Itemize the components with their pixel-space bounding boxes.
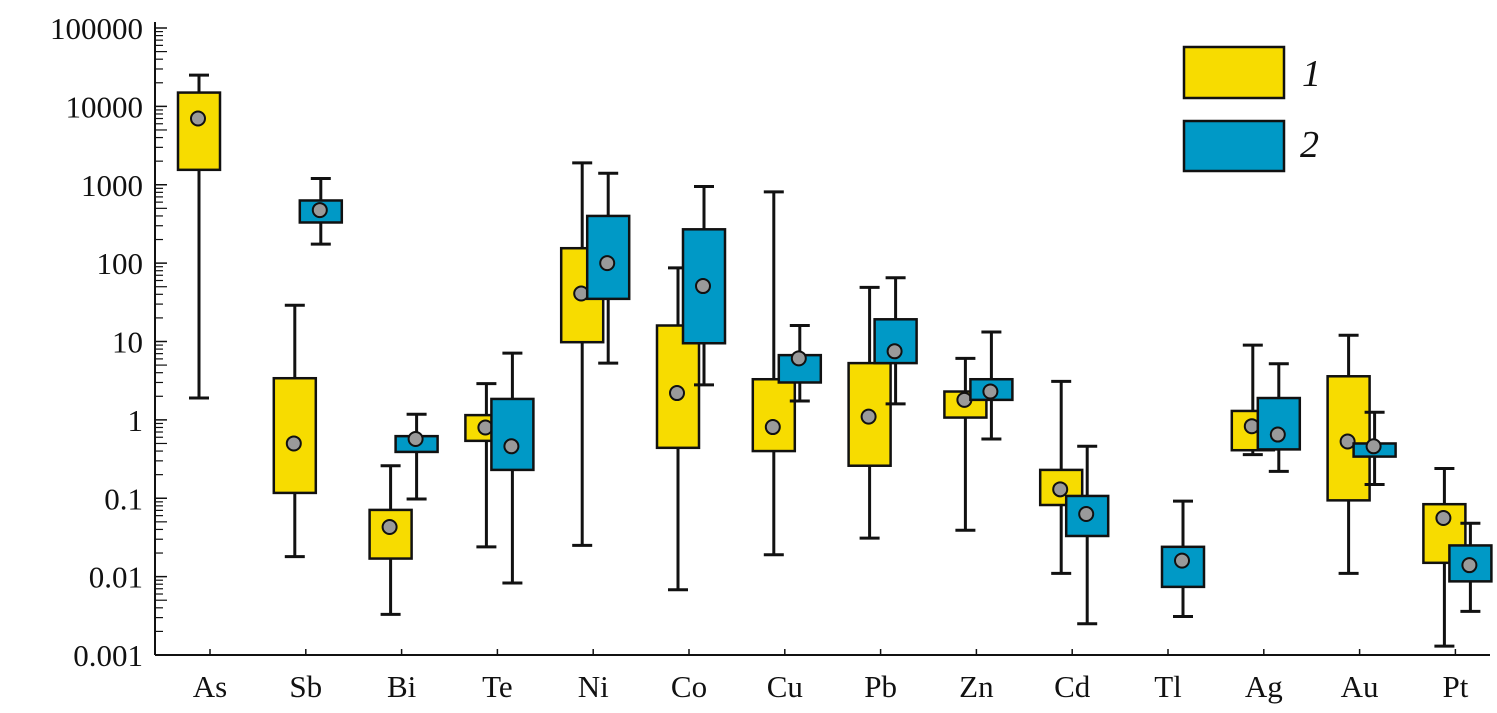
iqr-box <box>751 377 797 453</box>
box-1-Co <box>655 266 701 592</box>
x-tick-label: Sb <box>289 669 322 704</box>
plot-area <box>176 73 1493 648</box>
box-1-Cd <box>1038 379 1084 575</box>
median-marker <box>599 255 616 272</box>
box-2-Bi <box>394 412 439 501</box>
legend-label-2: 2 <box>1300 124 1319 166</box>
box-2-Zn <box>969 330 1014 441</box>
x-axis: As Sb Bi Te Ni Co Cu Pb Zn Cd Tl Ag Au Pt <box>155 649 1490 704</box>
median-marker <box>1078 505 1095 522</box>
median-marker <box>1339 433 1356 450</box>
box-2-Cu <box>777 324 823 403</box>
box-1-Pb <box>847 285 892 540</box>
median-marker <box>311 202 328 219</box>
legend: 1 2 <box>1182 45 1321 173</box>
box-2-Pb <box>873 276 918 406</box>
box-1-Cu <box>751 190 797 557</box>
legend-swatch-2 <box>1182 119 1286 173</box>
median-marker <box>764 419 781 436</box>
iqr-box <box>1256 396 1302 451</box>
x-tick-label: Bi <box>387 669 417 704</box>
box-2-Ag <box>1256 362 1302 473</box>
x-tick-label: Ag <box>1245 669 1283 704</box>
box-2-Sb <box>298 177 344 246</box>
y-tick-label: 100000 <box>50 11 143 46</box>
x-tick-label: As <box>193 669 227 704</box>
median-marker <box>1461 557 1478 574</box>
box-2-Pt <box>1448 521 1493 613</box>
box-2-Tl <box>1160 499 1206 618</box>
legend-label-1: 1 <box>1302 53 1321 95</box>
median-marker <box>1365 438 1382 455</box>
median-marker <box>982 383 999 400</box>
box-1-As <box>176 73 222 400</box>
box-1-Bi <box>368 464 413 616</box>
x-tick-label: Co <box>671 669 707 704</box>
x-tick-label: Au <box>1341 669 1379 704</box>
y-tick-label: 1000 <box>81 168 143 203</box>
box-2-Co <box>681 184 727 387</box>
median-marker <box>407 431 424 448</box>
legend-swatch-1 <box>1182 45 1286 100</box>
box-2-Cd <box>1064 444 1110 626</box>
box-1-Sb <box>272 303 318 559</box>
median-marker <box>669 385 685 402</box>
median-marker <box>1174 552 1190 569</box>
box-2-Ni <box>585 171 631 365</box>
box-1-Zn <box>943 356 988 532</box>
x-tick-label: Zn <box>959 669 994 704</box>
x-tick-label: Ni <box>578 669 609 704</box>
iqr-box <box>490 397 535 472</box>
median-marker <box>695 278 711 295</box>
y-tick-label: 0.01 <box>89 560 143 595</box>
y-tick-label: 0.1 <box>104 481 143 516</box>
y-tick-label: 1 <box>128 403 144 438</box>
x-tick-label: Cd <box>1054 669 1091 704</box>
median-marker <box>860 408 877 425</box>
median-marker <box>190 110 206 127</box>
median-marker <box>790 350 807 367</box>
x-tick-label: Te <box>482 669 513 704</box>
y-tick-label: 10 <box>112 325 143 360</box>
iqr-box <box>1064 494 1110 538</box>
median-marker <box>381 518 398 535</box>
median-marker <box>1269 426 1286 443</box>
y-tick-label: 0.001 <box>73 638 143 673</box>
box-2-Au <box>1352 410 1397 486</box>
iqr-box <box>176 91 222 172</box>
box-1-Au <box>1326 333 1371 575</box>
x-tick-label: Pb <box>864 669 897 704</box>
x-tick-label: Cu <box>767 669 803 704</box>
median-marker <box>1435 509 1452 526</box>
x-tick-label: Pt <box>1442 669 1468 704</box>
median-marker <box>503 438 520 455</box>
y-tick-label: 100 <box>97 246 144 281</box>
box-2-Te <box>490 351 535 585</box>
median-marker <box>886 343 903 360</box>
y-tick-label: 10000 <box>66 89 144 124</box>
x-tick-label: Tl <box>1154 669 1182 704</box>
median-marker <box>1052 481 1069 498</box>
median-marker <box>285 435 302 452</box>
y-axis: 0.001 0.01 0.1 1 10 100 1000 10000 100000 <box>50 11 167 673</box>
